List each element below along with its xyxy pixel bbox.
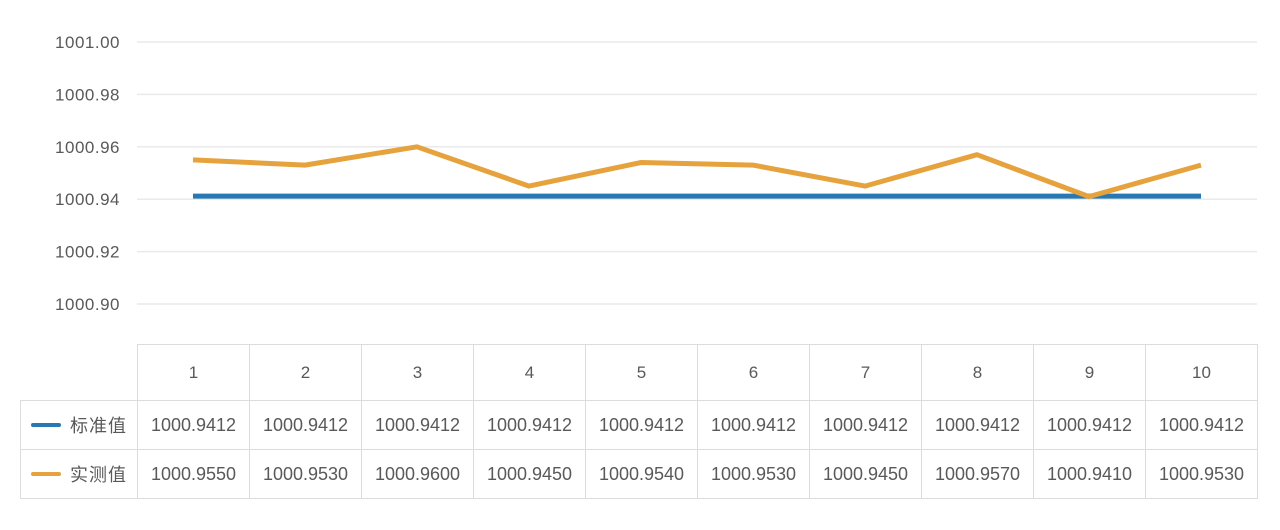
table-cell: 1000.9412 <box>697 400 810 450</box>
standard-series-label: 标准值 <box>70 416 127 436</box>
table-col-header: 7 <box>809 344 922 401</box>
y-axis-tick-label: 1000.96 <box>55 138 120 157</box>
table-corner-spacer <box>21 345 138 401</box>
table-cell: 1000.9412 <box>473 400 586 450</box>
table-cell: 1000.9412 <box>1145 400 1258 450</box>
measured-line-swatch-icon <box>31 472 61 476</box>
table-cell: 1000.9600 <box>361 449 474 499</box>
table-cell: 1000.9570 <box>921 449 1034 499</box>
line-chart: 1001.00 1000.98 1000.96 1000.94 1000.92 1000.… <box>55 33 1257 314</box>
table-cell: 1000.9540 <box>585 449 698 499</box>
table-cell: 1000.9412 <box>361 400 474 450</box>
series-legend-standard: 标准值 <box>20 400 138 450</box>
y-axis-tick-label: 1000.98 <box>55 85 120 104</box>
table-row-measured: 实测值 1000.9550 1000.9530 1000.9600 1000.9… <box>20 449 1258 499</box>
table-col-header: 10 <box>1145 344 1258 401</box>
table-col-header: 4 <box>473 344 586 401</box>
table-col-header: 1 <box>137 344 250 401</box>
standard-line-swatch-icon <box>31 423 61 427</box>
table-cell: 1000.9410 <box>1033 449 1146 499</box>
measured-value-line <box>192 144 1202 200</box>
y-axis-tick-label: 1001.00 <box>55 33 120 52</box>
table-cell: 1000.9412 <box>921 400 1034 450</box>
table-col-header: 6 <box>697 344 810 401</box>
measured-series-label: 实测值 <box>70 465 127 485</box>
table-cell: 1000.9412 <box>137 400 250 450</box>
table-cell: 1000.9412 <box>809 400 922 450</box>
y-axis-tick-label: 1000.92 <box>55 243 120 262</box>
table-row-standard: 标准值 1000.9412 1000.9412 1000.9412 1000.9… <box>20 400 1258 450</box>
table-cell: 1000.9450 <box>809 449 922 499</box>
table-cell: 1000.9412 <box>585 400 698 450</box>
y-axis-tick-label: 1000.90 <box>55 295 120 314</box>
table-cell: 1000.9530 <box>1145 449 1258 499</box>
table-cell: 1000.9450 <box>473 449 586 499</box>
table-col-header: 5 <box>585 344 698 401</box>
table-cell: 1000.9412 <box>249 400 362 450</box>
y-axis-tick-label: 1000.94 <box>55 190 120 209</box>
table-col-header: 9 <box>1033 344 1146 401</box>
table-cell: 1000.9412 <box>1033 400 1146 450</box>
table-cell: 1000.9550 <box>137 449 250 499</box>
series-legend-measured: 实测值 <box>20 449 138 499</box>
table-cell: 1000.9530 <box>249 449 362 499</box>
table-col-header: 3 <box>361 344 474 401</box>
table-header-row: 1 2 3 4 5 6 7 8 9 10 <box>21 344 1258 401</box>
table-cell: 1000.9530 <box>697 449 810 499</box>
data-table: 1 2 3 4 5 6 7 8 9 10 标准值 1000.9 <box>20 344 1258 499</box>
table-col-header: 2 <box>249 344 362 401</box>
table-col-header: 8 <box>921 344 1034 401</box>
